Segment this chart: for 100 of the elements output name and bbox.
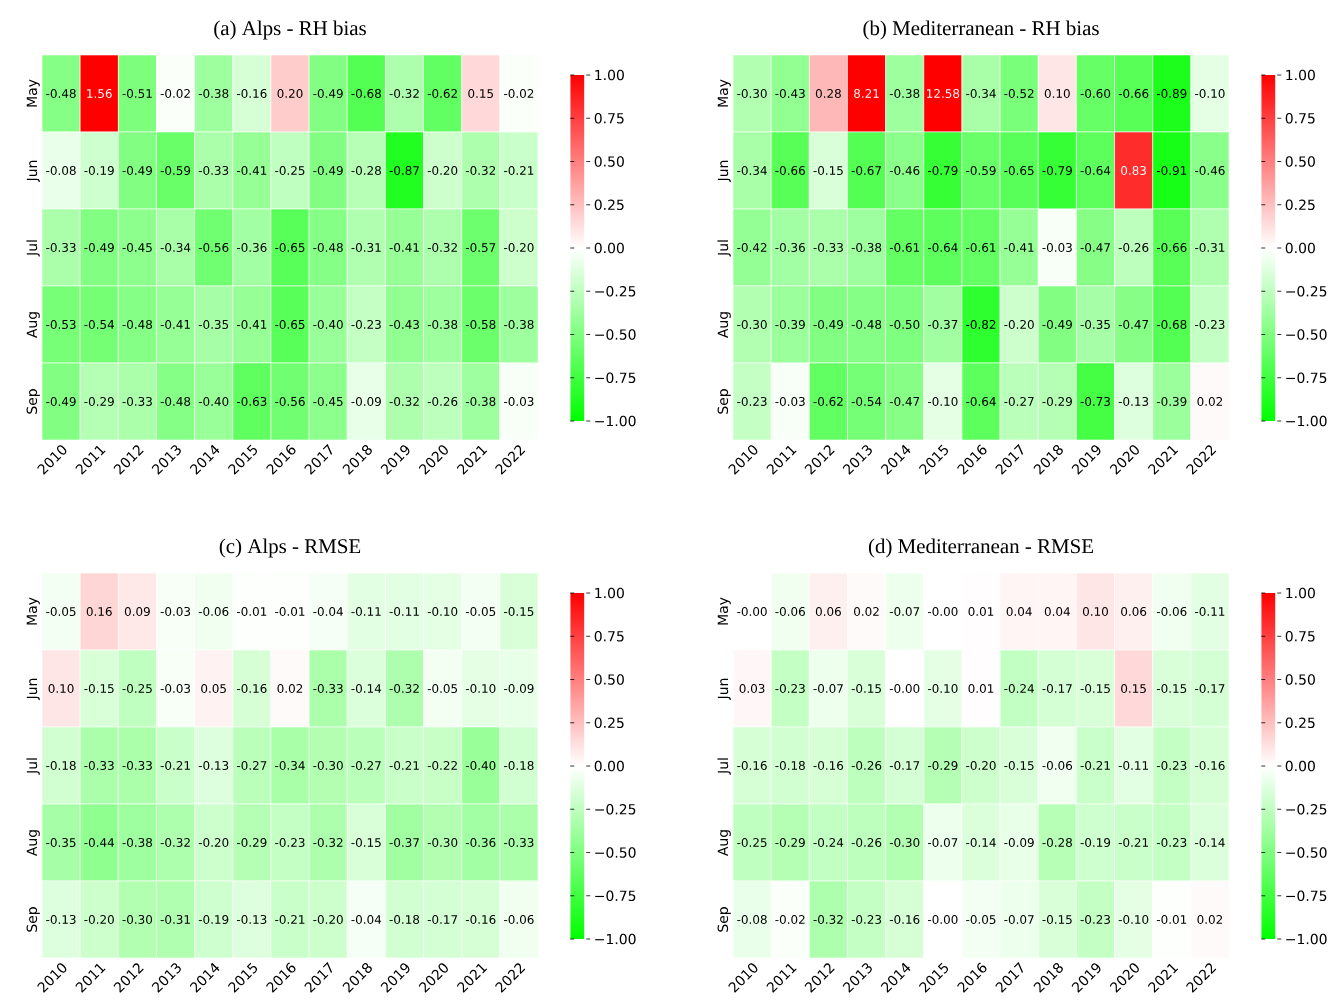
- color-bar-label: −0.50: [1286, 329, 1327, 340]
- color-bar-label: 0.25: [594, 199, 624, 211]
- data-label: -0.62: [427, 88, 457, 99]
- data-label: -0.29: [1042, 396, 1072, 407]
- data-label: -0.35: [1080, 319, 1110, 330]
- data-label: -0.49: [46, 396, 76, 407]
- data-label: -0.03: [1042, 242, 1072, 253]
- color-bar-label: −0.75: [595, 890, 636, 902]
- data-label: -0.07: [927, 837, 958, 848]
- data-label: -0.20: [427, 165, 458, 176]
- data-label: -0.49: [313, 165, 343, 176]
- data-label: -0.05: [427, 683, 458, 694]
- data-label: -0.11: [351, 606, 381, 617]
- data-label: 8.21: [854, 88, 879, 99]
- data-label: -0.19: [198, 914, 229, 925]
- data-label: -0.06: [775, 606, 805, 617]
- data-label: -0.07: [889, 606, 920, 617]
- data-label: 0.01: [968, 683, 994, 694]
- data-label: -0.47: [889, 396, 920, 407]
- y-tick-label: May: [717, 597, 731, 625]
- color-bar-label: −0.25: [595, 285, 636, 297]
- data-label: -0.02: [504, 88, 534, 99]
- data-label: -0.23: [1080, 914, 1110, 925]
- data-label: 0.04: [1044, 606, 1070, 617]
- data-label: -0.26: [851, 760, 882, 771]
- data-label: -0.35: [46, 837, 76, 848]
- data-label: -0.63: [236, 396, 267, 407]
- data-label: 0.01: [968, 606, 994, 617]
- data-label: -0.18: [46, 760, 76, 771]
- data-label: -0.16: [236, 88, 267, 99]
- data-label: -0.23: [775, 683, 805, 694]
- data-label: -0.26: [427, 396, 458, 407]
- data-label: -0.28: [1042, 837, 1072, 848]
- data-label: -0.14: [351, 683, 382, 694]
- data-label: -0.48: [851, 319, 882, 330]
- data-label: -0.13: [236, 914, 267, 925]
- data-label: -0.11: [389, 606, 419, 617]
- data-label: -0.48: [46, 88, 76, 99]
- data-label: 0.06: [815, 606, 841, 617]
- color-bar-label: 1.00: [1286, 69, 1315, 81]
- data-label: 12.58: [927, 88, 960, 99]
- data-label: -0.00: [927, 914, 958, 925]
- chart-title: (c) Alps - RMSE: [219, 538, 361, 558]
- y-tick-label: Aug: [717, 312, 731, 338]
- data-label: -0.73: [1080, 396, 1110, 407]
- color-bar-label: 0.25: [1285, 717, 1315, 729]
- data-label: -0.40: [465, 760, 496, 771]
- data-label: -0.49: [84, 242, 114, 253]
- data-label: -0.61: [966, 242, 996, 253]
- data-label: -0.05: [465, 606, 496, 617]
- data-label: -0.68: [1156, 319, 1187, 330]
- data-label: 0.02: [854, 606, 879, 617]
- data-label: -0.24: [1004, 683, 1034, 694]
- data-label: -0.50: [889, 319, 920, 330]
- data-label: -0.10: [1195, 88, 1225, 99]
- data-label: -0.32: [813, 914, 843, 925]
- data-label: -0.31: [160, 914, 190, 925]
- data-label: -0.33: [46, 242, 76, 253]
- data-label: -0.10: [1118, 914, 1149, 925]
- data-label: -0.38: [198, 88, 229, 99]
- data-label: -0.49: [1042, 319, 1072, 330]
- data-label: -0.13: [198, 760, 229, 771]
- data-label: -0.65: [275, 319, 305, 330]
- data-label: -0.38: [889, 88, 920, 99]
- data-label: -0.29: [927, 760, 958, 771]
- data-label: -0.45: [122, 242, 152, 253]
- data-label: -0.05: [966, 914, 996, 925]
- data-label: 0.10: [1044, 88, 1070, 99]
- y-tick-label: Jun: [26, 160, 40, 183]
- data-label: -0.15: [351, 837, 381, 848]
- data-label: -0.33: [122, 396, 152, 407]
- data-label: 0.02: [1197, 914, 1223, 925]
- data-label: 0.15: [468, 88, 494, 99]
- data-label: -0.54: [851, 396, 882, 407]
- data-label: -0.14: [1195, 837, 1225, 848]
- data-label: -0.10: [427, 606, 458, 617]
- color-bar-label: 0.50: [594, 674, 624, 685]
- color-bar-label: 0.00: [594, 242, 624, 254]
- data-label: -0.26: [851, 837, 882, 848]
- y-tick-label: Sep: [26, 907, 40, 932]
- data-label: -0.18: [504, 760, 534, 771]
- data-label: -0.05: [46, 606, 76, 617]
- data-label: -0.20: [1004, 319, 1034, 330]
- data-label: -0.21: [1118, 837, 1148, 848]
- data-label: -0.09: [504, 683, 534, 694]
- y-tick-label: May: [26, 79, 40, 107]
- data-label: -0.39: [775, 319, 805, 330]
- data-label: -0.40: [313, 319, 343, 330]
- data-label: -0.10: [927, 396, 958, 407]
- data-label: -0.48: [122, 319, 153, 330]
- data-label: -0.61: [889, 242, 920, 253]
- data-label: -0.37: [389, 837, 419, 848]
- data-label: -0.26: [1118, 242, 1149, 253]
- chart-title: (d) Mediterranean - RMSE: [868, 538, 1093, 558]
- data-label: -0.59: [160, 165, 191, 176]
- data-label: -0.17: [427, 914, 458, 925]
- data-label: -0.33: [313, 683, 343, 694]
- data-label: -0.15: [1042, 914, 1072, 925]
- y-tick-label: May: [717, 79, 731, 107]
- data-label: -0.22: [427, 760, 457, 771]
